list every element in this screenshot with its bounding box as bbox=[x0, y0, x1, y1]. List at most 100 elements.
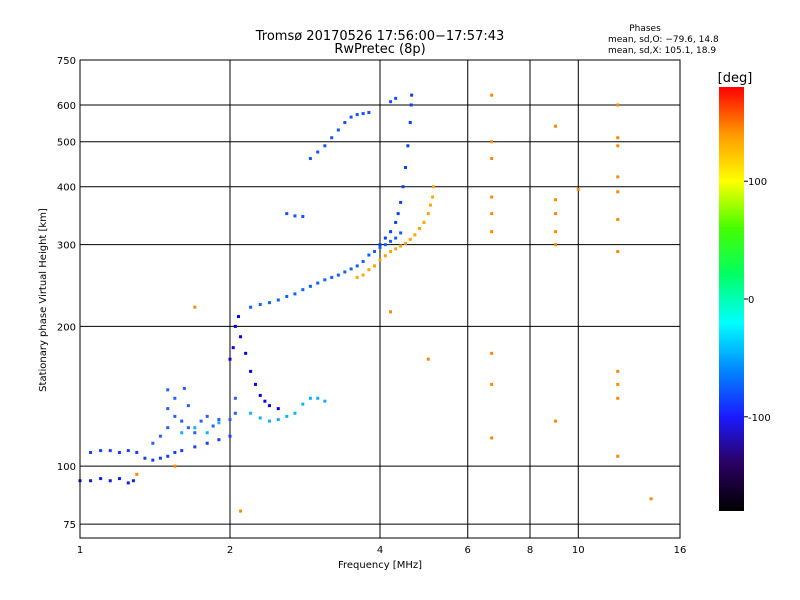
data-point bbox=[553, 212, 557, 216]
plot-frame bbox=[79, 59, 681, 539]
data-point bbox=[389, 310, 393, 314]
data-point bbox=[399, 200, 403, 204]
data-point bbox=[417, 227, 421, 231]
data-point bbox=[135, 472, 139, 476]
data-point bbox=[616, 382, 620, 386]
data-point bbox=[205, 414, 209, 418]
data-point bbox=[173, 450, 177, 454]
data-point bbox=[258, 416, 262, 420]
data-point bbox=[249, 411, 253, 415]
data-point bbox=[258, 302, 262, 306]
data-point bbox=[236, 315, 240, 319]
data-point bbox=[399, 231, 403, 235]
data-point bbox=[267, 301, 271, 305]
data-point bbox=[553, 198, 557, 202]
data-point bbox=[180, 419, 184, 423]
data-point bbox=[308, 284, 312, 288]
data-point bbox=[408, 121, 412, 125]
data-point bbox=[367, 111, 371, 115]
data-point bbox=[616, 144, 620, 148]
data-point bbox=[99, 477, 103, 481]
data-point bbox=[323, 144, 327, 148]
colorbar-tick-label: 0 bbox=[748, 295, 754, 306]
data-point bbox=[408, 237, 412, 241]
data-point bbox=[343, 121, 347, 125]
x-tick-label: 8 bbox=[527, 545, 533, 556]
data-point bbox=[186, 404, 190, 408]
data-point bbox=[233, 396, 237, 400]
data-point bbox=[355, 113, 359, 117]
y-tick-label: 200 bbox=[57, 322, 76, 333]
data-point bbox=[263, 399, 267, 403]
data-point bbox=[378, 258, 382, 262]
data-point bbox=[490, 140, 494, 144]
y-tick-label: 750 bbox=[57, 56, 76, 67]
data-point bbox=[378, 243, 382, 247]
data-point bbox=[616, 175, 620, 179]
data-point bbox=[403, 165, 407, 169]
data-point bbox=[267, 404, 271, 408]
data-point bbox=[490, 212, 494, 216]
data-point bbox=[490, 93, 494, 97]
data-point bbox=[422, 220, 426, 224]
data-point bbox=[285, 414, 289, 418]
data-point bbox=[117, 450, 121, 454]
colorbar bbox=[719, 87, 744, 511]
data-point bbox=[205, 431, 209, 435]
data-point bbox=[383, 243, 387, 247]
data-point bbox=[323, 278, 327, 282]
data-point bbox=[186, 426, 190, 430]
x-tick-label: 16 bbox=[674, 545, 687, 556]
data-point bbox=[316, 150, 320, 154]
data-point bbox=[394, 247, 398, 251]
data-point bbox=[253, 382, 257, 386]
data-point bbox=[173, 464, 177, 468]
data-point bbox=[239, 335, 243, 339]
data-point bbox=[151, 441, 155, 445]
x-tick-label: 4 bbox=[377, 545, 383, 556]
data-point bbox=[293, 292, 297, 296]
data-point bbox=[180, 431, 184, 435]
data-point bbox=[108, 479, 112, 483]
y-tick-label: 75 bbox=[63, 520, 76, 531]
data-point bbox=[401, 185, 405, 189]
data-point bbox=[308, 157, 312, 161]
data-point bbox=[285, 294, 289, 298]
data-point bbox=[410, 93, 414, 97]
data-point bbox=[336, 273, 340, 277]
data-point bbox=[361, 112, 365, 116]
data-point bbox=[276, 407, 280, 411]
data-point bbox=[166, 426, 170, 430]
y-tick-label: 100 bbox=[57, 462, 76, 473]
x-tick-label: 10 bbox=[572, 545, 585, 556]
data-point bbox=[378, 245, 382, 249]
colorbar-tick-label: -100 bbox=[748, 413, 771, 424]
data-point bbox=[267, 419, 271, 423]
data-point bbox=[182, 386, 186, 390]
y-axis-label: Stationary phase Virtual Height [km] bbox=[38, 208, 49, 392]
data-point bbox=[166, 407, 170, 411]
data-point bbox=[249, 305, 253, 309]
data-point bbox=[276, 298, 280, 302]
data-point bbox=[158, 456, 162, 460]
data-point bbox=[293, 214, 297, 218]
data-point bbox=[217, 421, 221, 425]
data-point bbox=[166, 454, 170, 458]
data-point bbox=[616, 136, 620, 140]
data-point bbox=[431, 195, 435, 199]
data-point bbox=[180, 449, 184, 453]
data-point bbox=[330, 136, 334, 140]
data-point bbox=[151, 458, 155, 462]
y-tick-label: 300 bbox=[57, 241, 76, 252]
x-tick-label: 6 bbox=[465, 545, 471, 556]
chart-subtitle: RwPretec (8p) bbox=[334, 42, 425, 57]
data-point bbox=[217, 438, 221, 442]
data-point bbox=[616, 396, 620, 400]
data-point bbox=[490, 382, 494, 386]
data-point bbox=[383, 236, 387, 240]
data-point bbox=[143, 456, 147, 460]
data-point bbox=[490, 195, 494, 199]
x-axis-label: Frequency [MHz] bbox=[338, 560, 422, 571]
data-point bbox=[349, 115, 353, 119]
